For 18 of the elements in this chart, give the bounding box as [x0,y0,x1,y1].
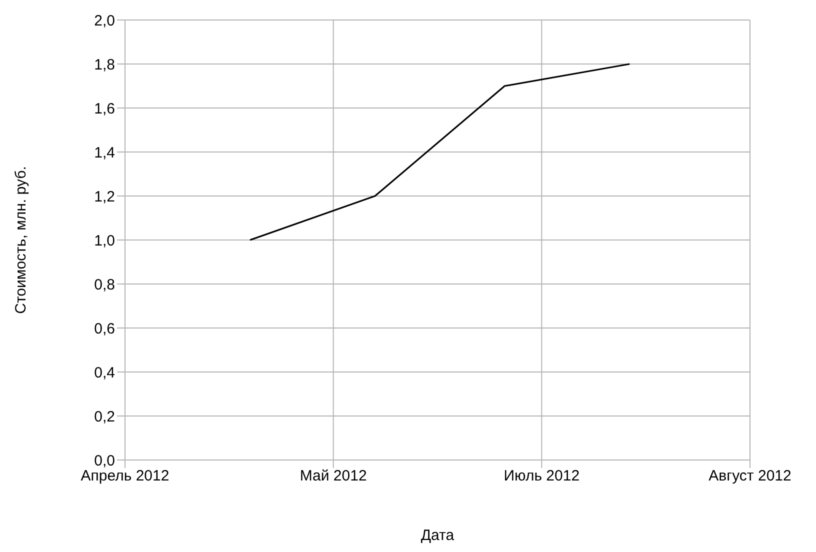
y-tick-label: 1,6 [94,100,115,118]
line-series [249,63,630,241]
y-tick-label: 1,8 [94,56,115,74]
x-tick-label: Май 2012 [300,468,367,485]
y-tick-label: 1,0 [94,232,115,250]
y-tick-label: 0,2 [94,408,115,426]
x-tick-label: Июль 2012 [504,468,580,485]
x-tick-label: Апрель 2012 [80,468,170,485]
y-tick-label: 0,8 [94,276,115,294]
y-tick-label: 1,4 [94,144,115,162]
y-tick-label: 0,6 [94,320,115,338]
x-axis-title: Дата [420,527,455,544]
y-tick-label: 0,0 [94,452,115,470]
y-tick-label: 2,0 [94,12,115,30]
x-tick-label: Август 2012 [708,468,792,485]
y-tick-label: 1,2 [94,188,115,206]
y-tick-label: 0,4 [94,364,115,382]
y-axis-title: Стоимость, млн. руб. [12,166,30,314]
